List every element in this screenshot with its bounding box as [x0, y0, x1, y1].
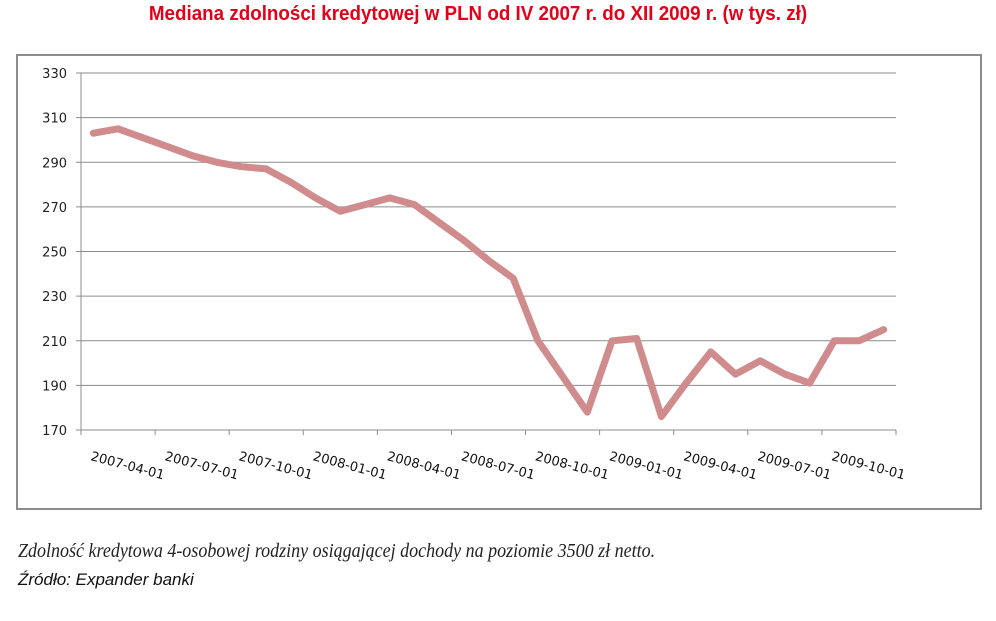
source-note: Źródło: Expander banki — [18, 570, 194, 589]
x-tick-label: 2007-04-01 — [89, 449, 166, 483]
y-tick-label: 250 — [42, 246, 67, 261]
y-tick-label: 330 — [42, 67, 67, 82]
y-tick-label: 190 — [42, 379, 67, 394]
y-tick-label: 170 — [42, 424, 67, 439]
y-axis-ticks: 170 190 210 230 250 270 290 310 330 — [42, 67, 67, 439]
x-tick-label: 2009-01-01 — [608, 449, 685, 483]
x-tick-label: 2009-04-01 — [682, 449, 759, 483]
y-tick-label: 270 — [42, 201, 67, 216]
x-tick-label: 2007-10-01 — [237, 449, 314, 483]
axes — [80, 73, 897, 435]
data-line — [89, 125, 888, 421]
y-tick-label: 210 — [42, 335, 67, 350]
figure-caption: Zdolność kredytowa 4-osobowej rodziny os… — [18, 540, 656, 562]
x-tick-label: 2008-07-01 — [459, 449, 536, 483]
y-tick-label: 230 — [42, 290, 67, 305]
y-tick-label: 290 — [42, 156, 67, 171]
x-tick-label: 2009-10-01 — [830, 449, 907, 483]
x-tick-label: 2008-10-01 — [534, 449, 611, 483]
x-tick-label: 2009-07-01 — [756, 449, 833, 483]
x-axis-ticks: 2007-04-012007-07-012007-10-012008-01-01… — [89, 449, 907, 483]
x-tick-label: 2008-01-01 — [311, 449, 388, 483]
x-tick-label: 2008-04-01 — [385, 449, 462, 483]
chart-frame — [16, 54, 982, 510]
chart-title: Mediana zdolności kredytowej w PLN od IV… — [148, 3, 808, 25]
x-tick-label: 2007-07-01 — [163, 449, 240, 483]
gridlines — [76, 72, 896, 431]
y-tick-label: 310 — [42, 112, 67, 127]
